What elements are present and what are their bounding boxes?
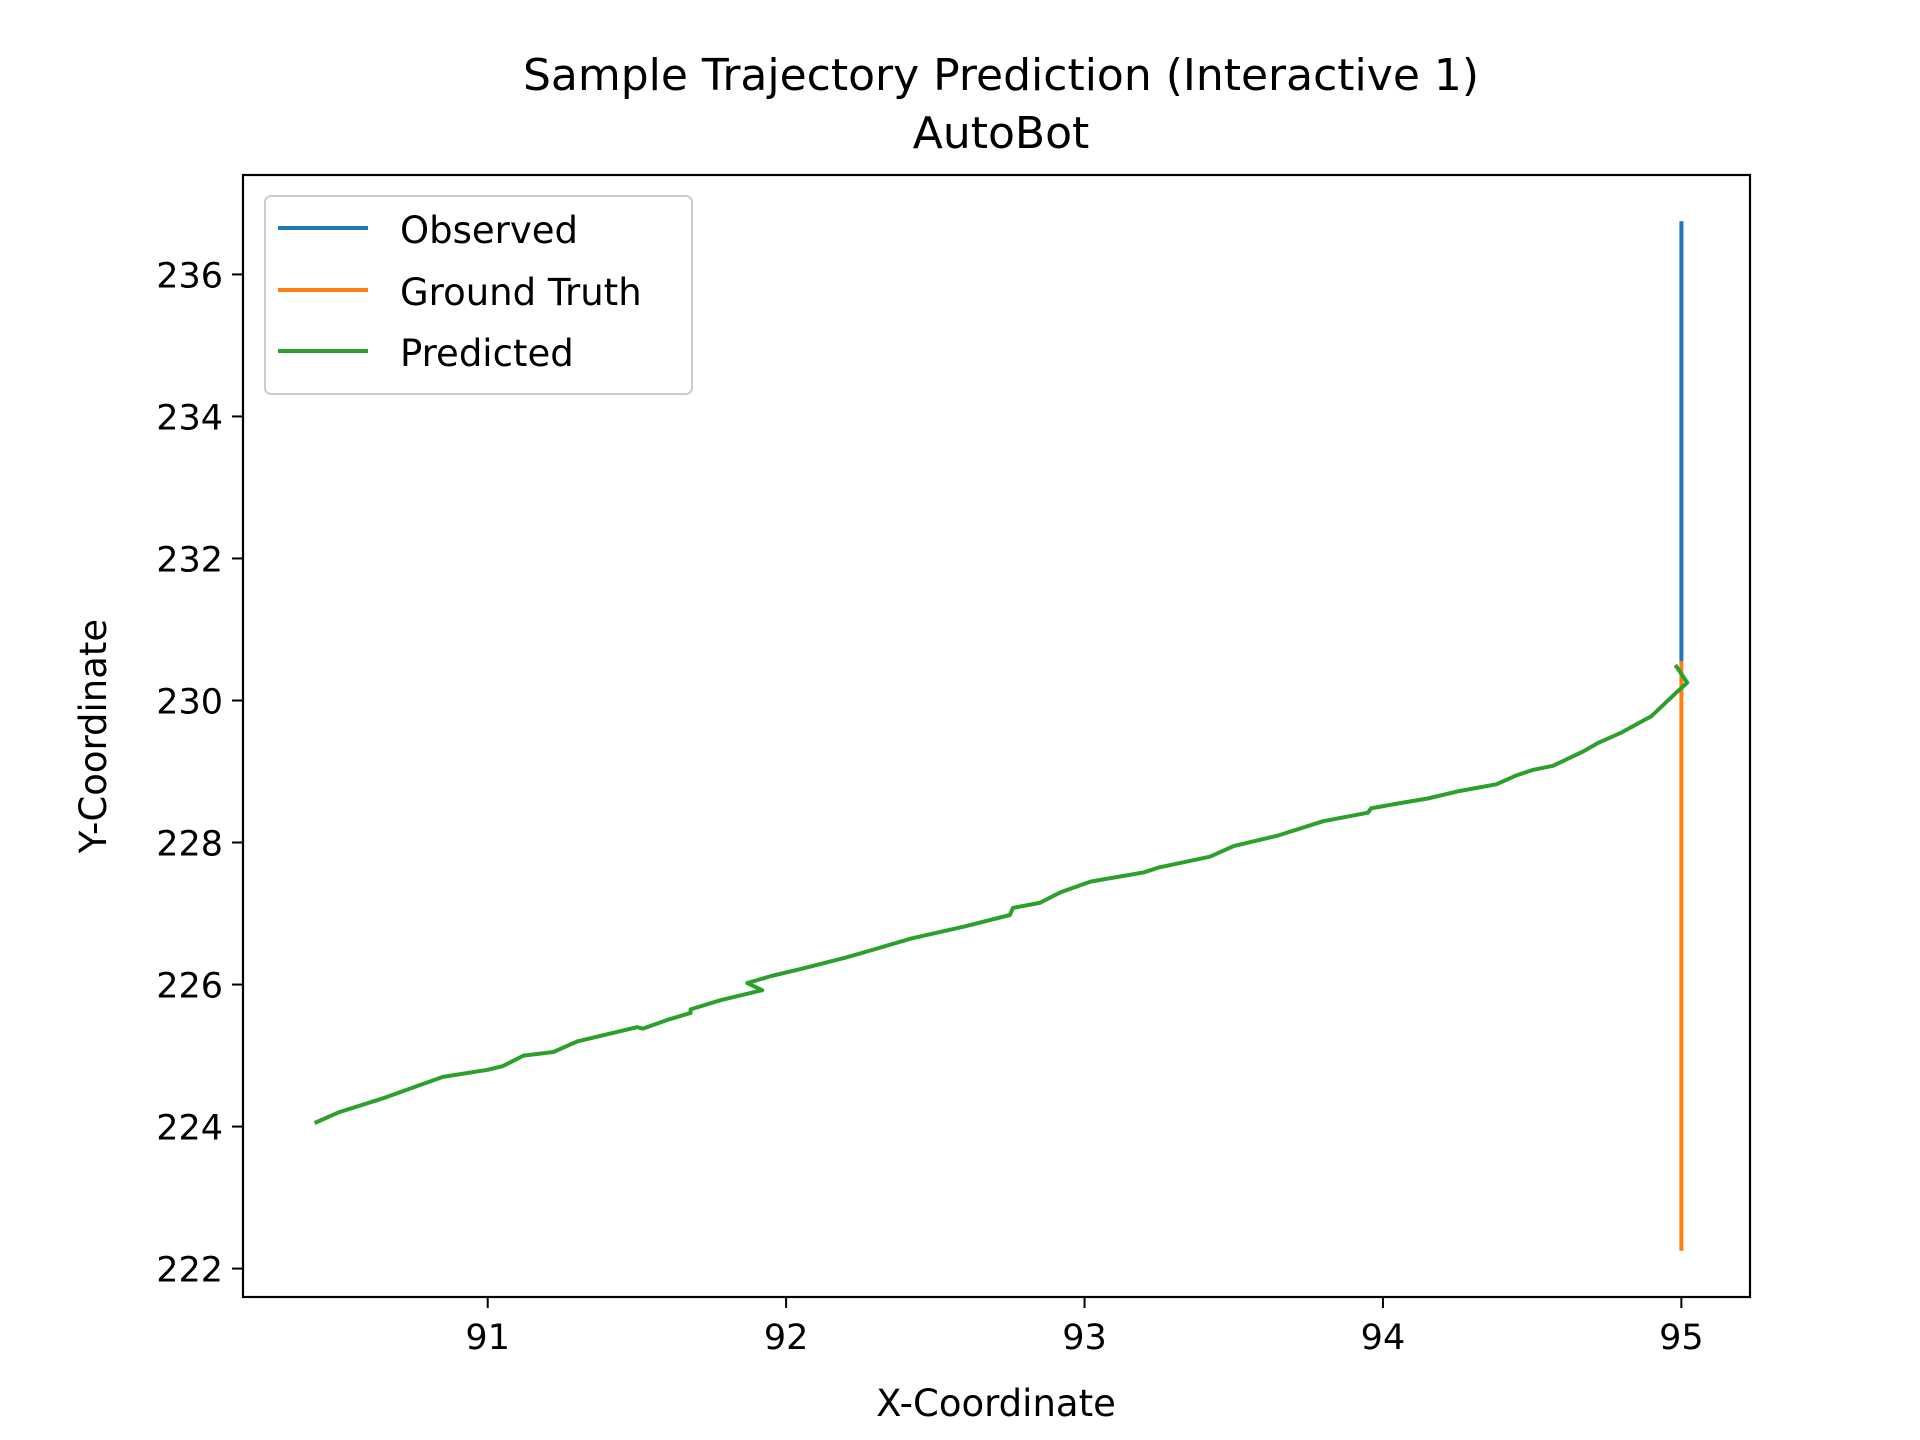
x-tick-label: 92 <box>764 1318 809 1358</box>
series-layer <box>313 221 1690 1251</box>
x-tick-label: 91 <box>465 1318 510 1358</box>
legend-label-predicted: Predicted <box>400 332 574 375</box>
legend-label-observed: Observed <box>400 209 578 252</box>
y-tick-label: 232 <box>156 540 223 580</box>
y-tick-label: 230 <box>156 682 223 722</box>
legend-box <box>264 195 693 395</box>
legend-label-ground-truth: Ground Truth <box>400 271 642 314</box>
y-axis-label: Y-Coordinate <box>72 619 115 854</box>
x-tick-label: 93 <box>1062 1318 1107 1358</box>
y-tick-label: 228 <box>156 825 223 865</box>
x-tick-label: 95 <box>1659 1318 1704 1358</box>
y-tick-label: 234 <box>156 398 223 438</box>
chart-title: Sample Trajectory Prediction (Interactiv… <box>523 50 1479 101</box>
chart-subtitle: AutoBot <box>913 108 1090 159</box>
y-tick-label: 224 <box>156 1109 223 1149</box>
y-tick-label: 226 <box>156 967 223 1007</box>
legend: Observed Ground Truth Predicted <box>264 195 693 395</box>
plot-frame <box>241 173 1752 1299</box>
x-axis: 91 92 93 94 95 <box>465 1297 1704 1358</box>
y-tick-label: 222 <box>156 1251 223 1291</box>
y-tick-label: 236 <box>156 256 223 296</box>
y-axis: 222 224 226 228 230 232 234 236 <box>156 256 243 1291</box>
series-line-predicted <box>313 663 1690 1125</box>
x-tick-label: 94 <box>1361 1318 1406 1358</box>
x-axis-label: X-Coordinate <box>876 1382 1116 1425</box>
